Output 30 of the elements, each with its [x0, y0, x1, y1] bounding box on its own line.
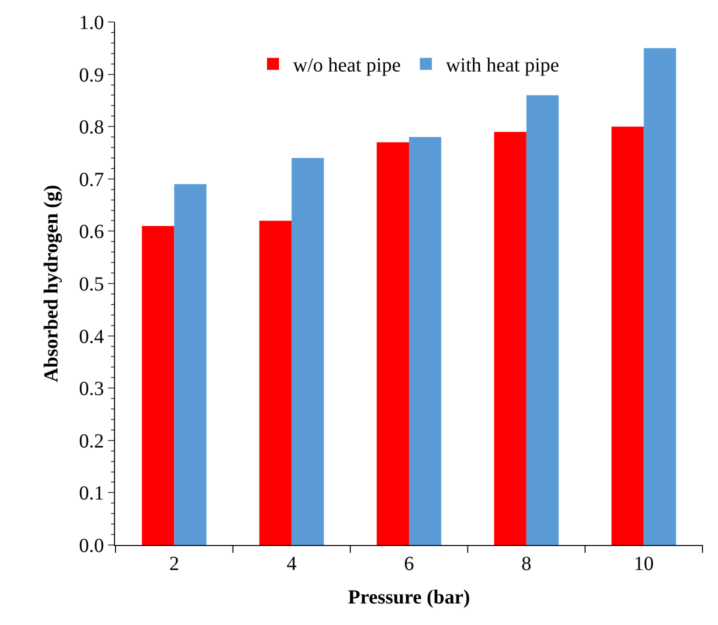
x-tick-label: 2 — [169, 553, 180, 575]
y-tick-label: 0.5 — [79, 274, 104, 296]
y-axis-title: Absorbed hydrogen (g) — [40, 184, 62, 382]
y-tick-label: 0.3 — [79, 378, 104, 400]
x-tick-label: 6 — [404, 553, 414, 575]
bar — [174, 184, 206, 545]
bar — [644, 48, 676, 545]
y-tick-label: 1.0 — [79, 12, 104, 34]
y-tick-label: 0.2 — [79, 430, 104, 452]
bar — [292, 158, 324, 545]
bar — [494, 132, 526, 545]
x-tick-label: 8 — [521, 553, 532, 575]
bar — [142, 226, 174, 545]
bar — [612, 126, 644, 545]
bar — [376, 142, 409, 545]
y-tick-label: 0.0 — [79, 535, 104, 557]
x-tick-label: 10 — [634, 553, 654, 575]
y-tick-label: 0.9 — [79, 64, 104, 86]
y-tick-label: 0.4 — [79, 326, 104, 348]
y-tick-label: 0.1 — [79, 482, 104, 505]
bar — [409, 137, 442, 545]
y-tick-label: 0.7 — [79, 168, 104, 191]
legend-label: with heat pipe — [446, 54, 560, 77]
y-tick-label: 0.8 — [79, 116, 104, 139]
bar — [259, 220, 292, 545]
bar — [526, 95, 559, 545]
x-axis-title: Pressure (bar) — [348, 586, 470, 608]
legend-label: w/o heat pipe — [293, 54, 401, 77]
x-tick-label: 4 — [286, 553, 297, 575]
y-tick-label: 0.6 — [79, 221, 104, 244]
